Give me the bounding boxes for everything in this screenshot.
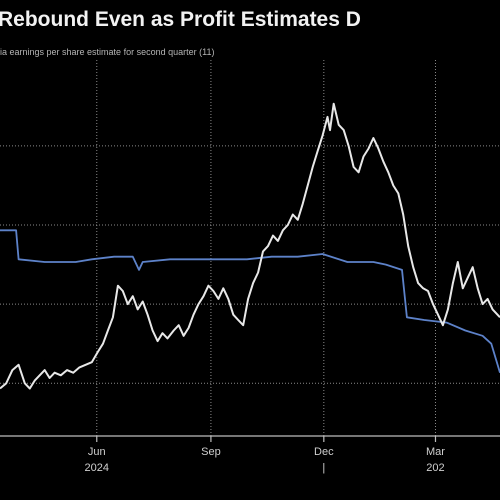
x-year-label: | xyxy=(322,462,325,474)
chart-title: Rebound Even as Profit Estimates D xyxy=(0,8,361,31)
series-eps-estimate-line xyxy=(0,229,500,373)
chart-subtitle: ia earnings per share estimate for secon… xyxy=(0,47,214,57)
gridlines xyxy=(0,60,500,436)
x-tick-label: Mar xyxy=(426,446,445,458)
series-price-line xyxy=(0,102,500,390)
x-tick-label: Sep xyxy=(201,446,221,458)
x-year-label: 202 xyxy=(426,462,444,474)
x-axis-ticks: Jun 2024 Sep Dec | Mar 202 xyxy=(85,436,445,474)
x-tick-label: Dec xyxy=(314,446,334,458)
x-tick-label: Jun xyxy=(88,446,106,458)
x-year-label: 2024 xyxy=(85,462,109,474)
